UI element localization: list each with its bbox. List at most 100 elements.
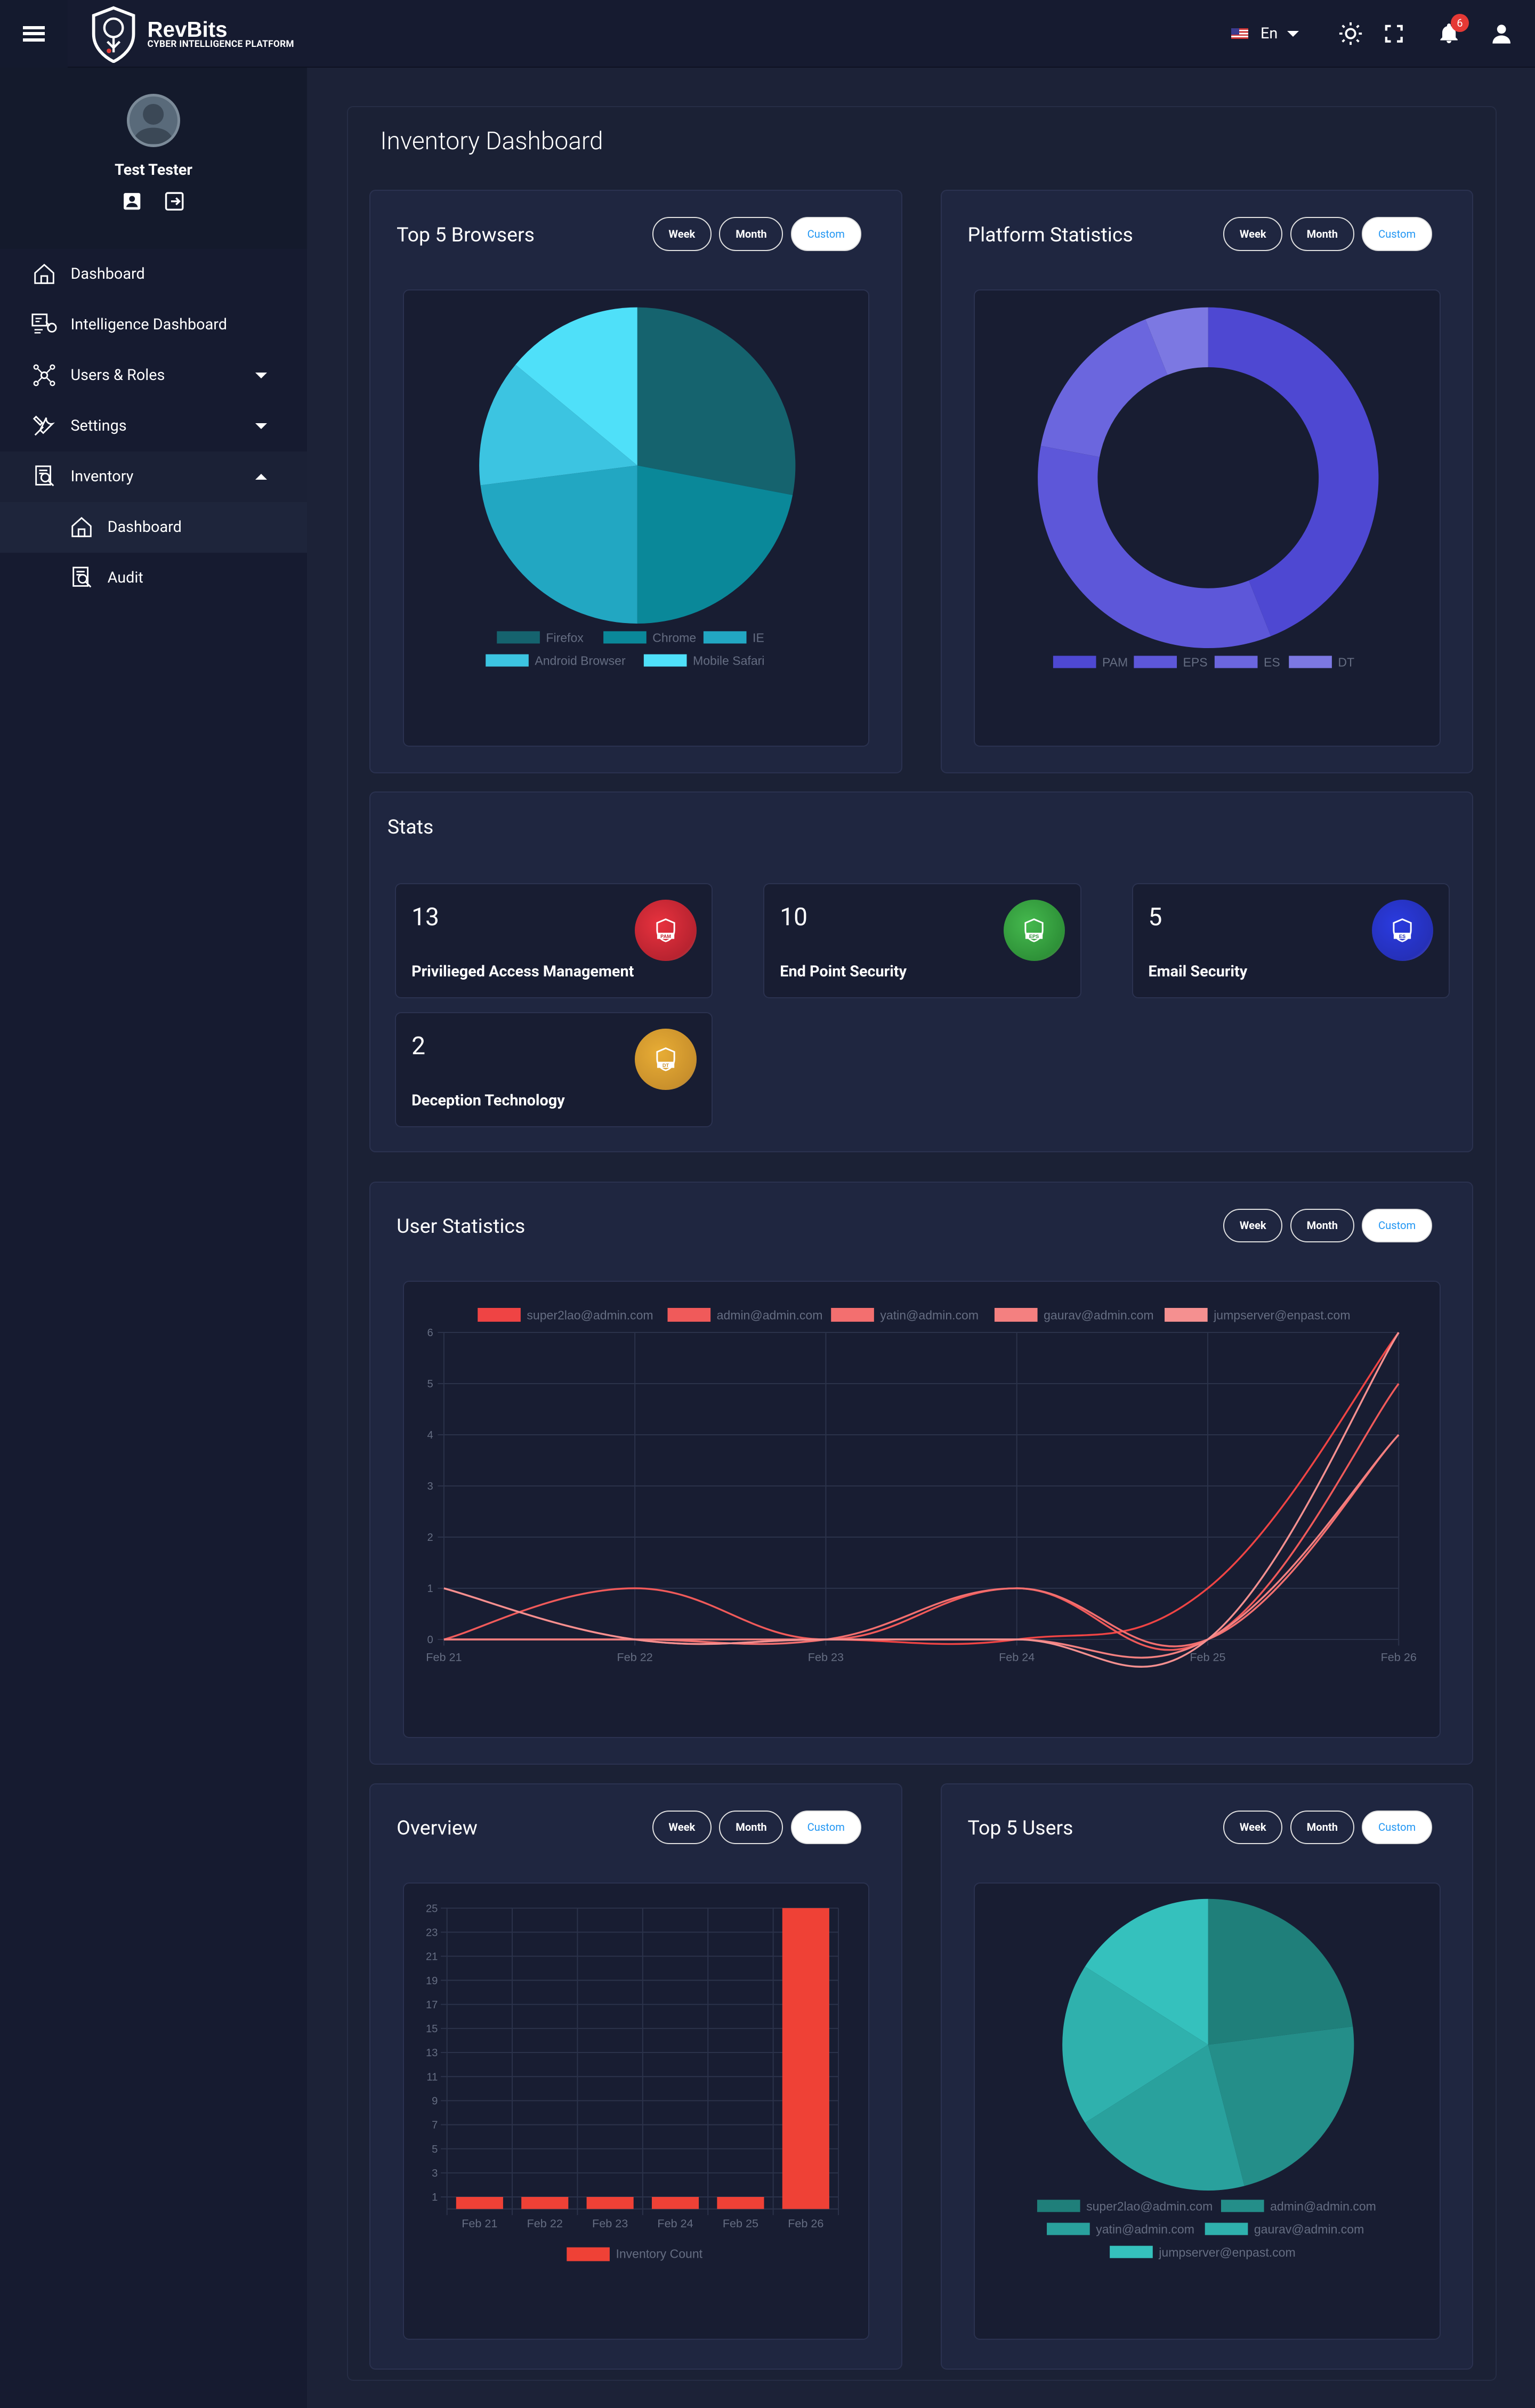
sidebar-subitem-audit[interactable]: Audit (0, 553, 307, 603)
user-statistics-line-chart: 0 1 2 3 4 5 6 Feb 21 Feb 22 Feb 23 Feb 24 Feb 25 Feb… (426, 1307, 1417, 1668)
series-line-2 (443, 1383, 1400, 1651)
filter-custom-button[interactable]: Custom (790, 217, 861, 251)
legend-label: admin@admin.com (716, 1308, 822, 1322)
sidebar-subitem-dashboard[interactable]: Dashboard (0, 502, 307, 553)
fullscreen-button[interactable] (1372, 0, 1416, 68)
legend-swatch (1134, 655, 1177, 668)
sidebar-item-label: Settings (70, 417, 127, 435)
theme-toggle-button[interactable] (1329, 0, 1372, 68)
y-tick-label: 5 (432, 2144, 438, 2155)
filter-week-button[interactable]: Week (1223, 1810, 1283, 1844)
pie-slice-3 (480, 465, 637, 624)
top-bar: RevBits CYBER INTELLIGENCE PLATFORM En 6 (0, 0, 1535, 68)
y-tick-label: 5 (427, 1378, 433, 1390)
svg-text:PAM: PAM (660, 934, 671, 939)
bar-2 (521, 2196, 568, 2209)
filter-custom-button[interactable]: Custom (1362, 1208, 1433, 1243)
chart-container: super2lao@admin.com admin@admin.com yatin@… (974, 1882, 1441, 2340)
chevron-up-icon (255, 474, 268, 480)
legend-swatch (1047, 2223, 1090, 2235)
filter-week-button[interactable]: Week (1223, 217, 1283, 251)
fullscreen-icon (1385, 25, 1403, 43)
stat-label: Email Security (1148, 962, 1248, 981)
legend-swatch (703, 631, 747, 643)
sidebar-item-label: Users & Roles (70, 366, 165, 385)
menu-toggle-button[interactable] (0, 0, 68, 68)
filter-month-button[interactable]: Month (1290, 217, 1354, 251)
filter-month-button[interactable]: Month (719, 1810, 783, 1844)
filter-month-button[interactable]: Month (1290, 1810, 1354, 1844)
legend-swatch (485, 654, 529, 667)
legend-swatch (643, 654, 687, 667)
card-title: Stats (387, 815, 434, 839)
y-tick-label: 15 (426, 2023, 438, 2035)
sidebar-item-dashboard[interactable]: Dashboard (0, 249, 307, 300)
sidebar-item-users-roles[interactable]: Users & Roles (0, 350, 307, 401)
stat-es[interactable]: 5 Email Security ES (1132, 883, 1450, 999)
pie-slice-1 (637, 307, 796, 495)
chevron-down-icon (255, 423, 268, 429)
brand-tagline: CYBER INTELLIGENCE PLATFORM (147, 38, 294, 50)
filter-custom-button[interactable]: Custom (1362, 1810, 1433, 1844)
filter-week-button[interactable]: Week (652, 217, 712, 251)
filter-week-button[interactable]: Week (652, 1810, 712, 1844)
audit-icon (72, 567, 91, 588)
x-tick-label: Feb 26 (788, 2217, 823, 2230)
sidebar-item-intelligence-dashboard[interactable]: Intelligence Dashboard (0, 300, 307, 350)
avatar[interactable] (126, 93, 181, 148)
legend-swatch (566, 2247, 610, 2261)
pie-slice-2 (1038, 446, 1271, 648)
y-tick-label: 6 (427, 1327, 433, 1339)
avatar-silhouette-icon (133, 103, 174, 145)
y-tick-label: 19 (426, 1975, 438, 1987)
legend-swatch (994, 1307, 1038, 1322)
brand-name: RevBits (147, 17, 228, 42)
svg-text:DT: DT (663, 1063, 669, 1068)
notifications-button[interactable]: 6 (1427, 0, 1471, 68)
x-tick-label: Feb 24 (657, 2217, 693, 2230)
filter-month-button[interactable]: Month (1290, 1208, 1354, 1243)
stat-pam[interactable]: 13 Privilieged Access Management PAM (395, 883, 713, 999)
stat-label: Privilieged Access Management (411, 962, 634, 981)
logo[interactable]: RevBits CYBER INTELLIGENCE PLATFORM (89, 5, 294, 63)
svg-text:EPS: EPS (1029, 934, 1039, 939)
sidebar-item-inventory[interactable]: Inventory (0, 451, 307, 502)
legend-label: admin@admin.com (1270, 2199, 1376, 2213)
y-tick-label: 3 (427, 1481, 433, 1492)
stat-eps[interactable]: 10 End Point Security EPS (763, 883, 1081, 999)
x-tick-label: Feb 24 (999, 1650, 1035, 1663)
sidebar-subitem-label: Dashboard (107, 518, 182, 537)
language-label: En (1261, 25, 1278, 43)
main-panel: Inventory Dashboard Top 5 Browsers Week … (346, 106, 1497, 2381)
legend-label: jumpserver@enpast.com (1213, 1308, 1350, 1322)
home-icon (71, 517, 92, 537)
stat-dt[interactable]: 2 Deception Technology DT (395, 1012, 713, 1128)
user-menu-button[interactable] (1480, 0, 1523, 68)
filter-custom-button[interactable]: Custom (790, 1810, 861, 1844)
x-tick-label: Feb 25 (722, 2217, 758, 2230)
filter-month-button[interactable]: Month (719, 217, 783, 251)
legend-label: yatin@admin.com (880, 1308, 979, 1322)
card-title: Overview (397, 1816, 478, 1840)
legend-swatch (1214, 655, 1258, 668)
profile-name: Test Tester (115, 161, 192, 180)
stat-label: Deception Technology (411, 1091, 565, 1110)
contact-card-icon[interactable] (122, 191, 142, 211)
logout-icon[interactable] (164, 191, 185, 211)
filter-custom-button[interactable]: Custom (1362, 217, 1433, 251)
revbits-shield-icon (92, 6, 135, 63)
profile-panel: Test Tester (0, 67, 307, 249)
es-shield-icon: ES (1371, 899, 1434, 961)
legend-label: yatin@admin.com (1096, 2223, 1194, 2236)
stat-label: End Point Security (780, 962, 907, 981)
us-flag-icon (1231, 28, 1248, 39)
chart-container: 0 1 2 3 4 5 6 Feb 21 Feb 22 Feb 23 Feb 24 Feb 25 Feb… (402, 1281, 1441, 1739)
inventory-icon (35, 465, 54, 487)
sidebar-item-label: Inventory (70, 467, 134, 486)
language-selector[interactable]: En (1231, 25, 1299, 43)
pam-shield-icon: PAM (635, 899, 697, 961)
sidebar-item-settings[interactable]: Settings (0, 401, 307, 451)
filter-week-button[interactable]: Week (1223, 1208, 1283, 1243)
x-tick-label: Feb 26 (1380, 1650, 1416, 1663)
x-tick-label: Feb 21 (462, 2217, 497, 2230)
